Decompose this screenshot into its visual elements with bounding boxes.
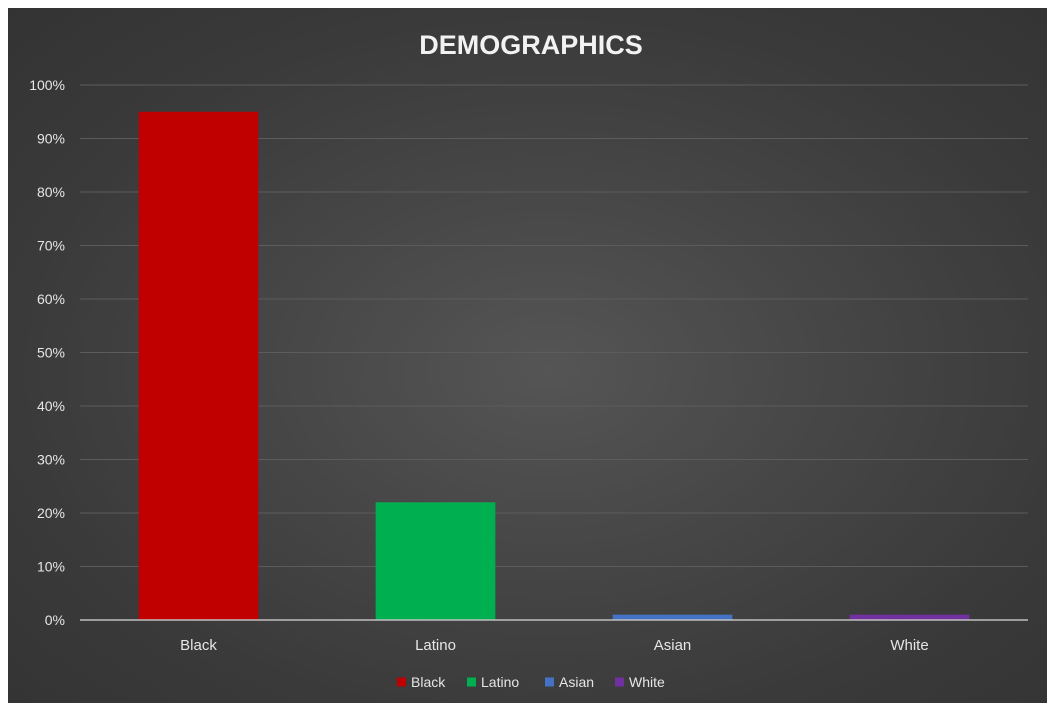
x-category-label: Asian <box>654 637 692 654</box>
y-axis-tick-labels: 0% 10% 20% 30% 40% 50% 60% 70% 80% 90% 100% <box>29 77 65 628</box>
chart-container: DEMOGRAPHICS 0% 10% 20% 30% 40% 50% 60% 70% 80% 9… <box>8 8 1047 703</box>
y-tick-label: 100% <box>29 77 65 93</box>
x-category-label: Black <box>180 637 217 654</box>
legend-label: White <box>629 674 665 690</box>
y-tick-label: 30% <box>37 452 65 468</box>
y-tick-label: 10% <box>37 559 65 575</box>
x-axis-category-labels: Black Latino Asian White <box>180 637 929 654</box>
x-category-label: White <box>890 637 928 654</box>
y-tick-label: 0% <box>45 612 65 628</box>
y-tick-label: 20% <box>37 505 65 521</box>
chart-title: DEMOGRAPHICS <box>419 30 643 60</box>
legend-swatch-latino <box>467 677 476 687</box>
legend: Black Latino Asian White <box>397 674 665 690</box>
y-tick-label: 90% <box>37 131 65 147</box>
legend-swatch-black <box>397 677 406 687</box>
bar-latino <box>375 502 496 620</box>
y-tick-label: 70% <box>37 238 65 254</box>
legend-label: Asian <box>559 674 594 690</box>
bars <box>138 111 970 620</box>
y-tick-label: 80% <box>37 184 65 200</box>
legend-swatch-white <box>615 677 624 687</box>
legend-swatch-asian <box>545 677 554 687</box>
bar-asian <box>612 614 733 620</box>
y-tick-label: 40% <box>37 398 65 414</box>
y-tick-label: 60% <box>37 291 65 307</box>
legend-label: Latino <box>481 674 519 690</box>
legend-label: Black <box>411 674 446 690</box>
bar-white <box>849 614 970 620</box>
bar-black <box>138 111 259 620</box>
bar-chart: DEMOGRAPHICS 0% 10% 20% 30% 40% 50% 60% 70% 80% 9… <box>29 30 1028 690</box>
x-category-label: Latino <box>415 637 456 654</box>
y-tick-label: 50% <box>37 345 65 361</box>
